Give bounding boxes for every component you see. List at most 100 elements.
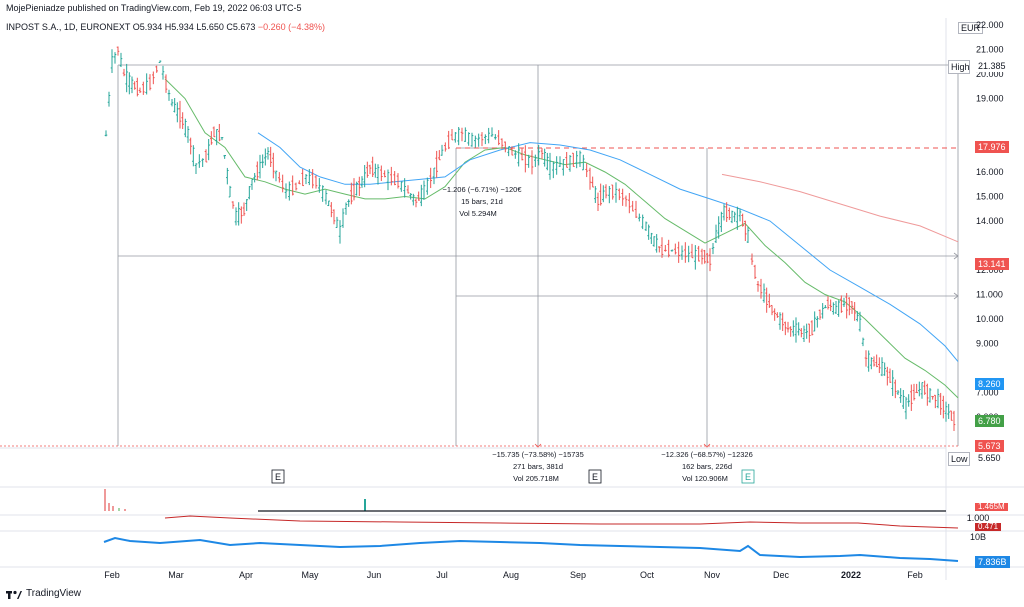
high-value: 21.385 [975,60,1009,72]
ohlc-bar [113,52,117,64]
ohlc-bar [794,317,798,343]
ohlc-bar [644,221,648,231]
ohlc-bar [947,403,950,419]
ohlc-bar [738,208,742,222]
ohlc-bar [484,134,487,145]
month-label: Aug [503,570,519,580]
ohlc-bar [634,200,638,219]
ohlc-bar [697,245,700,262]
ohlc-bar [840,295,843,313]
ohlc-bar [368,164,372,175]
month-label: Dec [773,570,790,580]
ohlc-bar [332,209,336,225]
ohlc-bar [936,388,940,409]
volume-bar [108,503,110,511]
ohlc-bar [604,184,608,199]
ohlc-bar [781,312,784,332]
ohlc-high: H5.934 [164,22,194,32]
publisher-line: MojePieniadze published on TradingView.c… [6,3,302,13]
ohlc-bar [565,151,568,168]
ohlc-bar [107,91,111,107]
ohlc-bar [321,185,324,202]
ohlc-bar [714,224,718,244]
tradingview-logo-icon [6,590,22,599]
earnings-box[interactable] [271,469,285,484]
ohlc-bar [894,379,897,399]
ohlc-bar [371,156,374,178]
ohlc-bar [652,236,656,247]
moving-average-line [721,173,959,243]
measure-1-vol: Vol 5.294M [459,209,497,218]
ohlc-bar [194,163,198,175]
ohlc-bar [253,172,256,183]
time-axis[interactable]: Feb Mar Apr May Jun Jul Aug Sep Oct Nov Dec 2022 Feb [104,570,923,580]
ohlc-bar [674,243,677,255]
ohlc-bar [886,366,889,386]
ohlc-bar [237,202,240,226]
ohlc-bar [524,145,527,173]
moving-averages [164,78,959,399]
earnings-marker[interactable]: E [271,469,285,484]
ohlc-bar [335,216,339,229]
ohlc-bar [374,163,377,178]
ohlc-bar [558,156,562,167]
month-label: Jul [436,570,448,580]
ohlc-bar [186,126,190,143]
ohlc-bar [928,388,932,403]
ohlc-bar [918,381,921,397]
measure-3-change: −12.326 (−68.57%) −12326 [661,450,753,459]
measure-label-2: −15.735 (−73.58%) −15735 271 bars, 381d … [492,450,584,483]
ohlc-bar [490,127,494,137]
measure-3-bars: 162 bars, 226d [682,462,732,471]
ohlc-bar [386,169,390,191]
ohlc-bar [212,126,216,138]
ohlc-bar [534,154,537,167]
earnings-marker[interactable]: E [741,469,755,484]
ohlc-bar [899,388,902,403]
ohlc-bar [161,65,165,80]
ohlc-bar [380,165,383,182]
level-tag: 13.141 [975,258,1009,270]
ohlc-bar [687,245,690,263]
ohlc-bar [308,169,311,186]
ohlc-bar [805,323,808,339]
ohlc-bar [784,321,787,336]
currency-label[interactable]: EUR [958,22,984,34]
ohlc-bar [762,283,766,303]
earnings-marker[interactable]: E [588,469,602,484]
ohlc-bar [647,224,650,240]
ohlc-bar [826,296,830,310]
ohlc-bar [240,206,243,224]
ohlc-bar [931,395,934,400]
ohlc-bar [824,305,827,309]
ohlc-bar [288,181,291,201]
ohlc-open: O5.934 [132,22,163,32]
price-axis[interactable]: 22.00021.00020.00019.00017.00016.00015.0… [976,20,1004,422]
ohlc-bar [444,142,447,152]
ohlc-bar [680,245,684,260]
resistance-tag: 17.976 [975,141,1009,153]
ohlc-bar [872,356,876,367]
earnings-box[interactable] [588,469,602,484]
price-tick-label: 12.000 [976,265,1004,275]
ohlc-bar [926,383,929,406]
ohlc-bar [497,130,500,146]
ohlc-bar [655,234,658,253]
ohlc-bar [318,178,321,193]
ohlc-bar [228,185,232,198]
ohlc-bar [728,207,731,221]
ohlc-bar [414,198,418,208]
ohlc-bar [621,188,624,206]
ohlc-bar [842,297,846,308]
ohlc-bar [552,161,555,179]
ohlc-bar [725,202,728,222]
measure-3-vol: Vol 120.906M [682,474,728,483]
footer-brand[interactable]: TradingView [6,588,81,599]
ohlc-bar [406,185,410,194]
ohlc-bar [720,211,723,232]
ohlc-bar [215,129,218,146]
earnings-box[interactable] [741,469,755,484]
ohlc-bar [850,301,854,314]
ohlc-bar [582,154,585,171]
